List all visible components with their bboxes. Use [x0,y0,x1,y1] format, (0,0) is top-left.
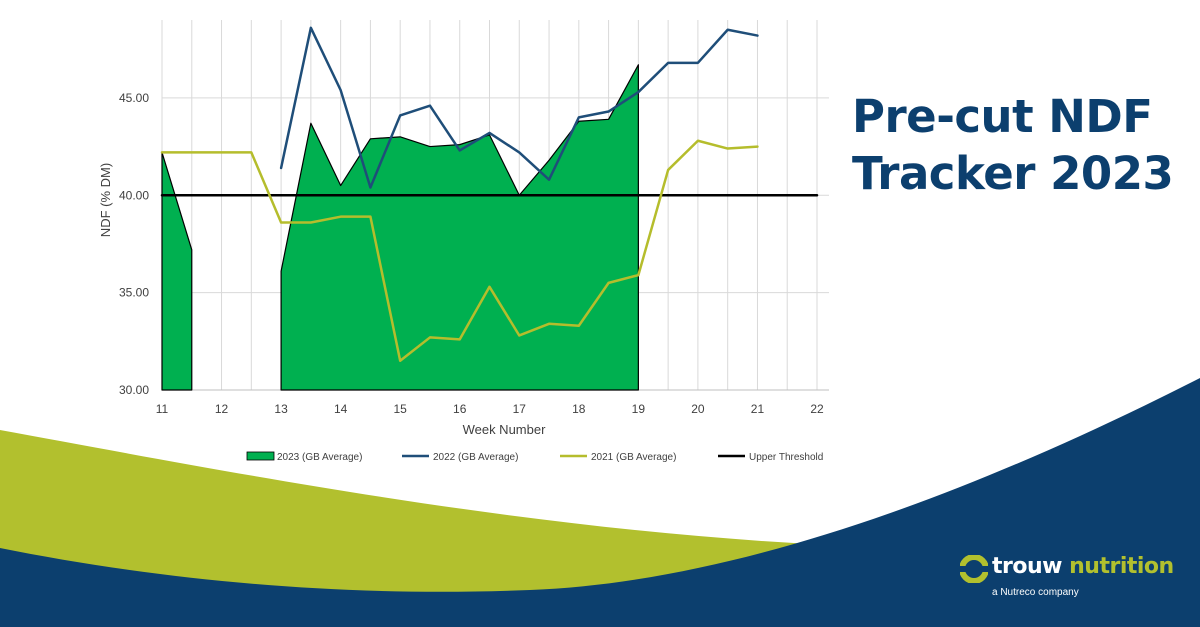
logo-wordmark: trouw nutrition [992,554,1174,579]
series-2021-line [160,139,759,363]
logo-word-trouw: trouw [992,554,1062,579]
y-tick-label: 35.00 [119,286,149,300]
page-title: Pre-cut NDF Tracker 2023 [852,88,1192,202]
x-tick-label: 22 [810,402,824,416]
trouw-nutrition-logo-icon [960,555,988,583]
y-axis-ticks: 30.00 35.00 40.00 45.00 [119,91,149,397]
chart-legend: 2023 (GB Average) 2022 (GB Average) 2021 (… [246,451,823,463]
series-2023-area-segment [280,64,639,391]
x-tick-label: 12 [215,402,229,416]
y-axis-title: NDF (% DM) [98,163,113,237]
series-2023-area-segment [161,151,193,391]
title-line-1: Pre-cut NDF [852,90,1153,143]
y-tick-label: 40.00 [119,188,149,202]
legend-label: Upper Threshold [749,452,823,463]
lime-wave [0,430,830,627]
x-tick-label: 15 [394,402,408,416]
x-tick-label: 17 [513,402,527,416]
chart-lines [160,26,819,363]
x-tick-label: 13 [274,402,288,416]
legend-label: 2023 (GB Average) [277,452,362,463]
legend-swatch-2023 [246,451,275,461]
title-line-2: Tracker 2023 [852,147,1174,200]
y-tick-label: 45.00 [119,91,149,105]
legend-label: 2021 (GB Average) [591,452,676,463]
logo-tagline: a Nutreco company [992,587,1079,598]
x-axis-title: Week Number [463,422,547,437]
series-2023-area [161,64,639,391]
x-tick-label: 21 [751,402,765,416]
x-tick-label: 18 [572,402,586,416]
series-2022-line [279,26,759,189]
trouw-nutrition-logo: trouw nutrition a Nutreco company [958,550,1188,610]
x-tick-label: 16 [453,402,467,416]
x-axis-ticks: 11 12 13 14 15 16 17 18 19 20 21 22 [156,402,824,416]
y-tick-label: 30.00 [119,383,149,397]
x-tick-label: 14 [334,402,348,416]
navy-wave [0,378,1200,627]
legend-label: 2022 (GB Average) [433,452,518,463]
x-tick-label: 20 [691,402,705,416]
x-tick-label: 19 [632,402,646,416]
x-tick-label: 11 [156,402,169,416]
ndf-chart: 11 12 13 14 15 16 17 18 19 20 21 22 30.00 35.00 40.00… [98,20,829,463]
logo-word-nutrition: nutrition [1069,554,1174,579]
